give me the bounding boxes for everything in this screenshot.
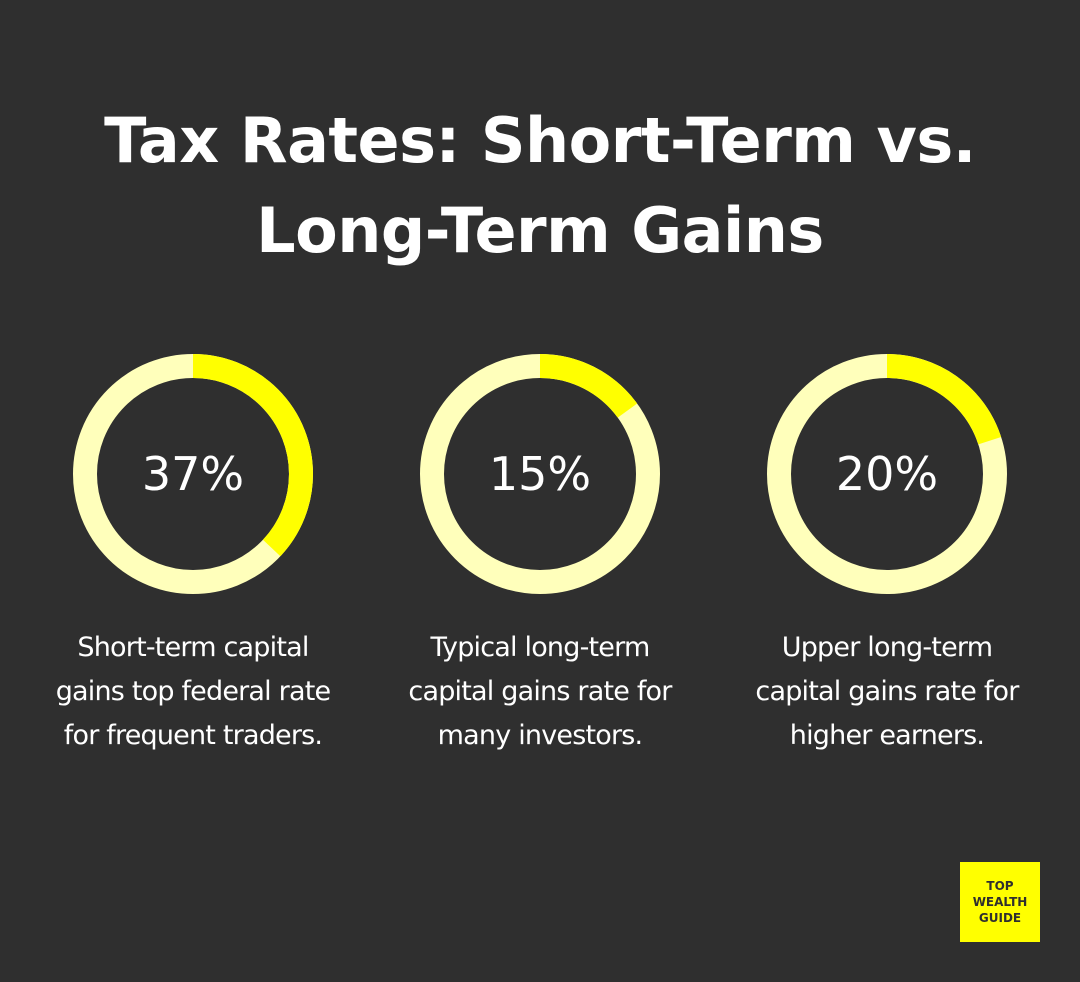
- desc-line: Short-term capital: [77, 632, 309, 663]
- title-line-1: Tax Rates: Short-Term vs.: [104, 104, 976, 177]
- donut-chart-37: 37%: [73, 354, 313, 594]
- brand-logo: TOP WEALTH GUIDE: [960, 862, 1040, 942]
- logo-text: TOP: [986, 879, 1014, 893]
- percent-value: 20%: [835, 447, 939, 501]
- stat-description: Upper long-term capital gains rate for h…: [722, 626, 1052, 758]
- stat-description: Short-term capital gains top federal rat…: [28, 626, 358, 758]
- desc-line: capital gains rate for: [755, 676, 1019, 707]
- donut-chart-20: 20%: [767, 354, 1007, 594]
- desc-line: higher earners.: [789, 720, 985, 751]
- desc-line: Upper long-term: [781, 632, 993, 663]
- donut-ring: [767, 354, 1007, 594]
- desc-line: capital gains rate for: [408, 676, 672, 707]
- logo-text: WEALTH: [972, 895, 1028, 909]
- donut-chart-15: 15%: [420, 354, 660, 594]
- desc-line: many investors.: [437, 720, 643, 751]
- desc-line: for frequent traders.: [63, 720, 323, 751]
- stat-description: Typical long-term capital gains rate for…: [375, 626, 705, 758]
- percent-value: 37%: [141, 447, 245, 501]
- page-title: Tax Rates: Short-Term vs. Long-Term Gain…: [0, 96, 1080, 276]
- desc-line: gains top federal rate: [55, 676, 331, 707]
- desc-line: Typical long-term: [430, 632, 651, 663]
- logo-text: GUIDE: [978, 911, 1022, 925]
- donut-ring: [420, 354, 660, 594]
- title-line-2: Long-Term Gains: [256, 194, 824, 267]
- donut-ring: [73, 354, 313, 594]
- percent-value: 15%: [488, 447, 592, 501]
